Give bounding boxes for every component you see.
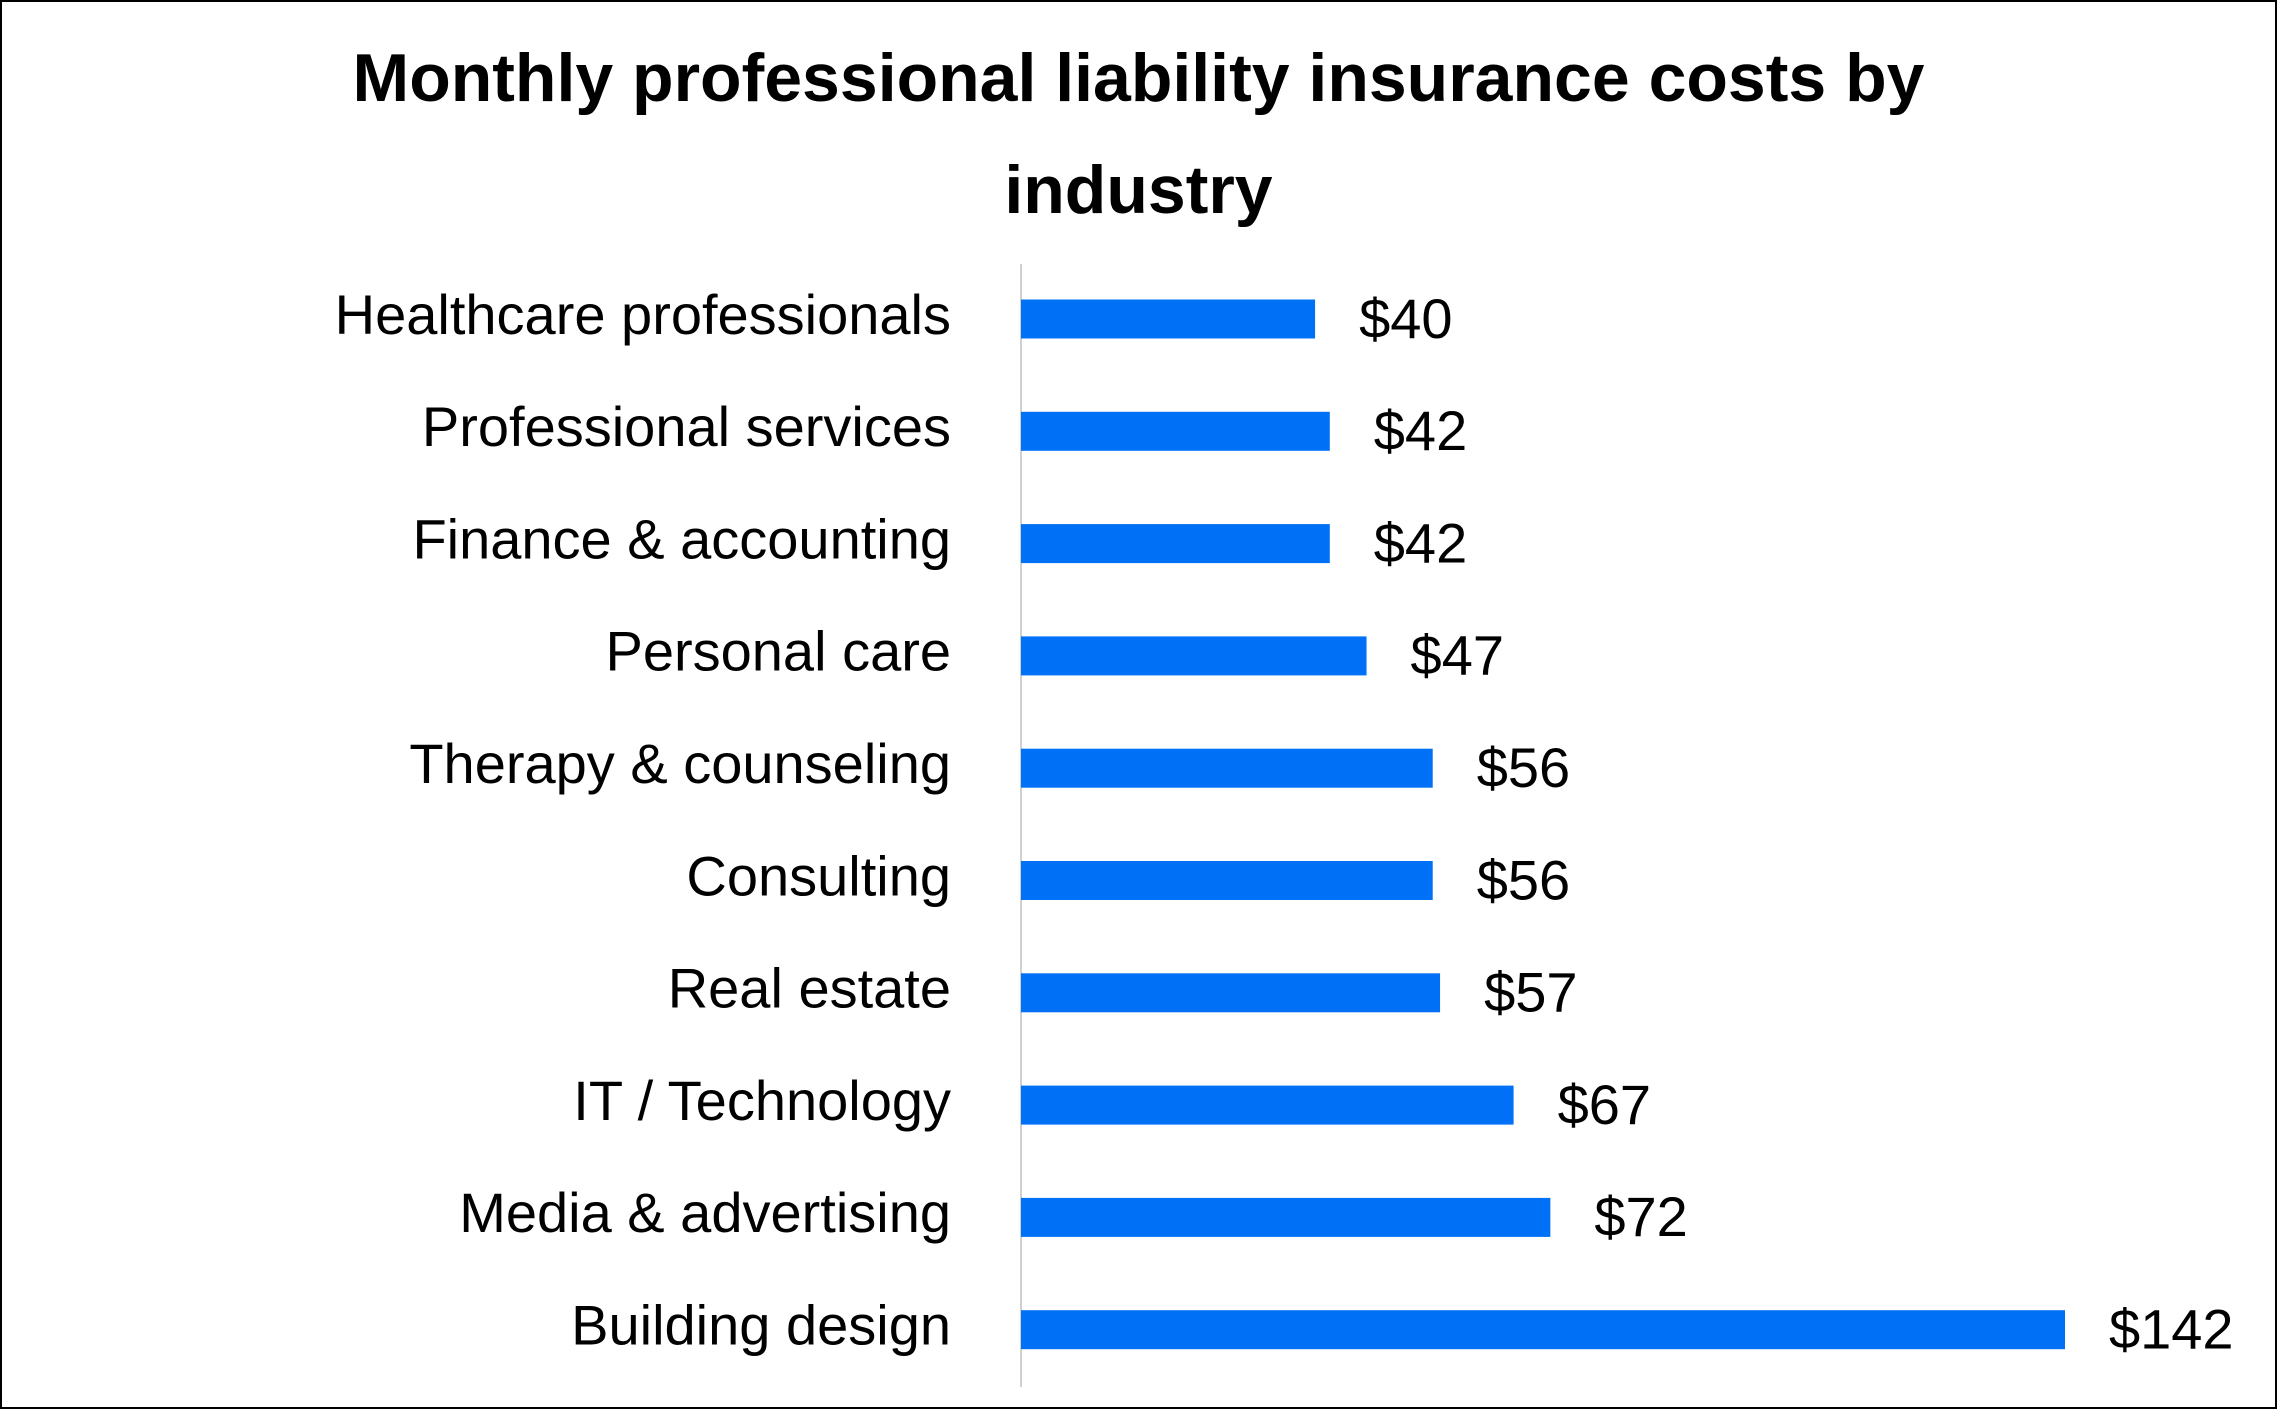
y-tick-label: Media & advertising [459, 1181, 951, 1244]
bar [1021, 524, 1330, 564]
bar [1021, 748, 1433, 788]
y-tick-label: Therapy & counseling [409, 732, 951, 795]
value-label: $56 [1477, 848, 1570, 911]
bar [1021, 1197, 1551, 1237]
value-label: $40 [1359, 287, 1452, 350]
bar [1021, 636, 1367, 676]
y-tick-label: Consulting [686, 844, 951, 907]
chart-title: Monthly professional liability insurance… [352, 40, 1925, 228]
y-tick-label: Healthcare professionals [335, 283, 951, 346]
value-label: $42 [1374, 511, 1467, 574]
bar [1021, 299, 1316, 339]
y-tick-label: Finance & accounting [412, 507, 951, 570]
bar [1021, 1085, 1514, 1125]
y-tick-label: Building design [571, 1293, 951, 1356]
value-label: $56 [1477, 736, 1570, 799]
value-label: $42 [1374, 399, 1467, 462]
bar [1021, 973, 1441, 1013]
y-tick-label: IT / Technology [573, 1069, 951, 1132]
y-tick-label: Professional services [422, 395, 951, 458]
value-label: $67 [1558, 1073, 1651, 1136]
value-label: $142 [2109, 1297, 2234, 1360]
value-label: $57 [1484, 961, 1577, 1024]
y-tick-label: Personal care [605, 620, 951, 683]
bar [1021, 1310, 2065, 1350]
bar [1021, 411, 1330, 451]
bar [1021, 861, 1433, 900]
value-label: $72 [1594, 1185, 1687, 1248]
value-label: $47 [1411, 624, 1504, 687]
title-box: Monthly professional liability insurance… [0, 22, 2277, 246]
y-tick-label: Real estate [668, 957, 951, 1020]
